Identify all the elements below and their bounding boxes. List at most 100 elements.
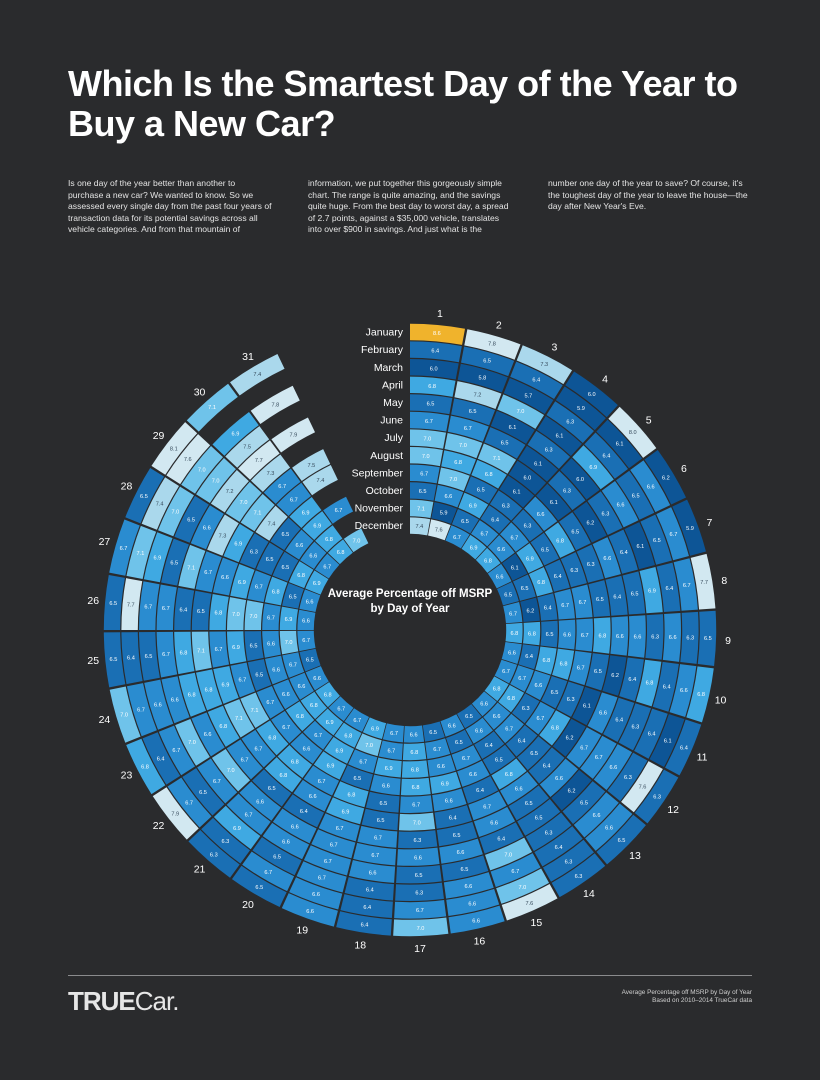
heatmap-cell-may-3 bbox=[490, 410, 535, 444]
cell-value-label: 6.9 bbox=[285, 617, 293, 623]
heatmap-cell-november-28 bbox=[288, 561, 314, 589]
cell-value-label: 6.7 bbox=[302, 638, 310, 644]
cell-value-label: 6.5 bbox=[306, 658, 314, 664]
heatmap-cell-december-14 bbox=[457, 704, 482, 729]
cell-value-label: 7.0 bbox=[422, 454, 430, 460]
intro-text: Is one day of the year better than anoth… bbox=[68, 178, 748, 235]
heatmap-cell-december-19 bbox=[362, 717, 387, 740]
cell-value-label: 6.9 bbox=[232, 432, 240, 438]
cell-value-label: 6.7 bbox=[137, 707, 145, 713]
heatmap-cell-september-29 bbox=[270, 517, 301, 551]
heatmap-cell-june-5 bbox=[548, 470, 586, 511]
heatmap-cell-december-21 bbox=[328, 696, 354, 722]
cell-value-label: 6.6 bbox=[437, 764, 445, 770]
cell-value-label: 7.1 bbox=[417, 507, 425, 513]
month-label-may: May bbox=[383, 397, 404, 409]
day-label-1: 1 bbox=[437, 308, 443, 320]
heatmap-cell-may-21 bbox=[239, 781, 282, 821]
heatmap-cell-april-11 bbox=[618, 703, 651, 751]
cell-value-label: 6.5 bbox=[140, 494, 148, 500]
heatmap-cell-january-26 bbox=[103, 574, 125, 630]
month-label-july: July bbox=[384, 432, 403, 444]
heatmap-cell-august-7 bbox=[560, 552, 587, 588]
cell-value-label: 6.7 bbox=[336, 826, 344, 832]
heatmap-cell-march-15 bbox=[490, 853, 541, 888]
cell-value-label: 6.7 bbox=[412, 803, 420, 809]
heatmap-cell-may-16 bbox=[439, 838, 483, 864]
heatmap-cell-august-5 bbox=[524, 496, 558, 532]
heatmap-cell-november-19 bbox=[355, 733, 382, 757]
heatmap-cell-january-3 bbox=[516, 345, 573, 385]
cell-value-label: 6.5 bbox=[495, 758, 503, 764]
heatmap-cell-february-12 bbox=[621, 761, 663, 813]
cell-value-label: 6.8 bbox=[485, 472, 493, 478]
cell-value-label: 6.8 bbox=[219, 724, 227, 730]
heatmap-cell-april-6 bbox=[601, 481, 639, 528]
heatmap-cell-november-16 bbox=[425, 738, 451, 760]
heatmap-cell-april-14 bbox=[525, 812, 572, 852]
day-label-16: 16 bbox=[474, 936, 486, 948]
heatmap-cell-august-13 bbox=[517, 736, 551, 771]
cell-value-label: 7.5 bbox=[243, 445, 251, 451]
heatmap-cell-december-22 bbox=[315, 682, 340, 708]
month-labels: January February March April May June July Augu… bbox=[352, 327, 404, 533]
cell-value-label: 6.6 bbox=[496, 575, 504, 581]
cell-value-label: 6.9 bbox=[233, 826, 241, 832]
heatmap-cell-november-9 bbox=[523, 621, 541, 646]
heatmap-cell-march-28 bbox=[158, 486, 194, 537]
heatmap-cell-february-10 bbox=[669, 664, 697, 718]
heatmap-cell-october-10 bbox=[535, 646, 557, 675]
heatmap-cell-november-11 bbox=[510, 665, 534, 692]
cell-value-label: 6.4 bbox=[543, 764, 551, 770]
cell-value-label: 6.4 bbox=[603, 453, 611, 459]
heatmap-cell-october-9 bbox=[540, 620, 558, 648]
heatmap-cell-july-25 bbox=[209, 631, 230, 668]
cell-value-label: 6.5 bbox=[632, 493, 640, 499]
heatmap-cell-september-9 bbox=[557, 619, 576, 650]
heatmap-cell-october-1 bbox=[410, 482, 437, 501]
heatmap-cell-march-23 bbox=[158, 725, 196, 776]
cell-value-label: 6.6 bbox=[204, 732, 212, 738]
cell-value-label: 7.8 bbox=[488, 342, 496, 348]
footer-note-line1: Average Percentage off MSRP by Day of Ye… bbox=[621, 989, 752, 996]
heatmap-cell-february-11 bbox=[649, 714, 685, 768]
cell-value-label: 6.5 bbox=[571, 529, 579, 535]
cell-value-label: 6.5 bbox=[427, 401, 435, 407]
cell-value-label: 6.6 bbox=[603, 556, 611, 562]
cell-value-label: 6.8 bbox=[493, 686, 501, 692]
cell-value-label: 6.8 bbox=[324, 692, 332, 698]
cell-value-label: 6.5 bbox=[255, 885, 263, 891]
cell-value-label: 6.6 bbox=[267, 642, 275, 648]
heatmap-cell-september-8 bbox=[554, 588, 575, 620]
cell-value-label: 6.4 bbox=[300, 809, 308, 815]
cell-value-label: 6.3 bbox=[587, 562, 595, 568]
heatmap-cell-march-6 bbox=[615, 470, 655, 520]
heatmap-cell-january-15 bbox=[501, 883, 558, 921]
cell-value-label: 6.8 bbox=[348, 793, 356, 799]
cell-value-label: 6.7 bbox=[390, 731, 398, 737]
heatmap-cell-november-12 bbox=[498, 684, 525, 713]
heatmap-cell-december-27 bbox=[299, 589, 321, 612]
cell-value-label: 6.7 bbox=[579, 600, 587, 606]
cell-value-label: 6.6 bbox=[647, 484, 655, 490]
cell-value-label: 6.5 bbox=[453, 833, 461, 839]
cell-value-label: 6.7 bbox=[282, 725, 290, 731]
heatmap-cell-september-15 bbox=[457, 760, 490, 787]
cell-value-label: 6.9 bbox=[222, 682, 230, 688]
cell-value-label: 6.7 bbox=[278, 484, 286, 490]
cell-value-label: 6.5 bbox=[379, 801, 387, 807]
month-label-december: December bbox=[355, 520, 404, 532]
heatmap-cell-august-6 bbox=[544, 522, 575, 558]
heatmap-cell-october-31 bbox=[323, 496, 354, 524]
heatmap-cell-october-20 bbox=[324, 736, 355, 764]
cell-value-label: 7.0 bbox=[365, 743, 373, 749]
cell-value-label: 6.0 bbox=[576, 477, 584, 483]
day-label-7: 7 bbox=[706, 517, 712, 529]
heatmap-cell-may-8 bbox=[622, 571, 646, 615]
cell-value-label: 6.8 bbox=[411, 768, 419, 774]
heatmap-cell-july-11 bbox=[572, 686, 601, 726]
heatmap-cell-may-6 bbox=[587, 491, 623, 536]
heatmap-cell-july-19 bbox=[326, 797, 365, 825]
cell-value-label: 6.6 bbox=[295, 543, 303, 549]
heatmap-cell-may-29 bbox=[210, 469, 249, 513]
